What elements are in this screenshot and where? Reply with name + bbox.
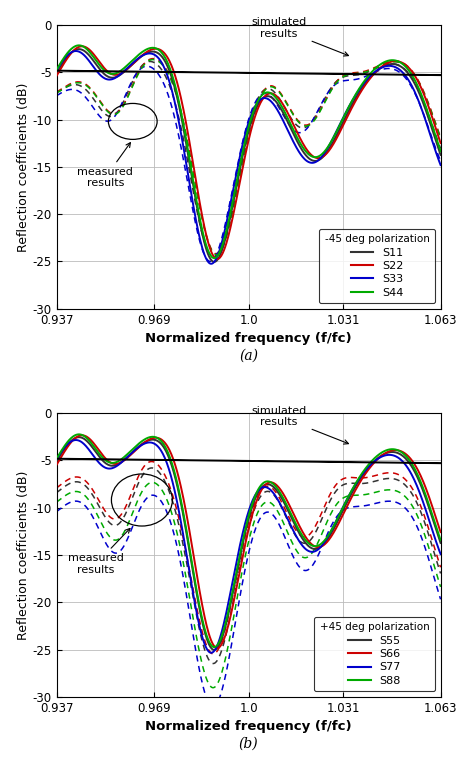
Y-axis label: Reflection coefficients (dB): Reflection coefficients (dB) [17,82,30,252]
X-axis label: Normalized frequency (f/fc): Normalized frequency (f/fc) [145,332,352,345]
Y-axis label: Reflection coefficients (dB): Reflection coefficients (dB) [17,470,30,640]
Legend: S11, S22, S33, S44: S11, S22, S33, S44 [319,229,435,303]
Text: simulated
results: simulated results [251,18,348,56]
Text: measured
results: measured results [77,142,133,188]
X-axis label: Normalized frequency (f/fc): Normalized frequency (f/fc) [145,721,352,734]
Text: (a): (a) [239,349,258,363]
Legend: S55, S66, S77, S88: S55, S66, S77, S88 [314,617,435,692]
Text: (b): (b) [239,737,258,750]
Text: simulated
results: simulated results [251,405,348,444]
Text: measured
results: measured results [68,529,130,575]
